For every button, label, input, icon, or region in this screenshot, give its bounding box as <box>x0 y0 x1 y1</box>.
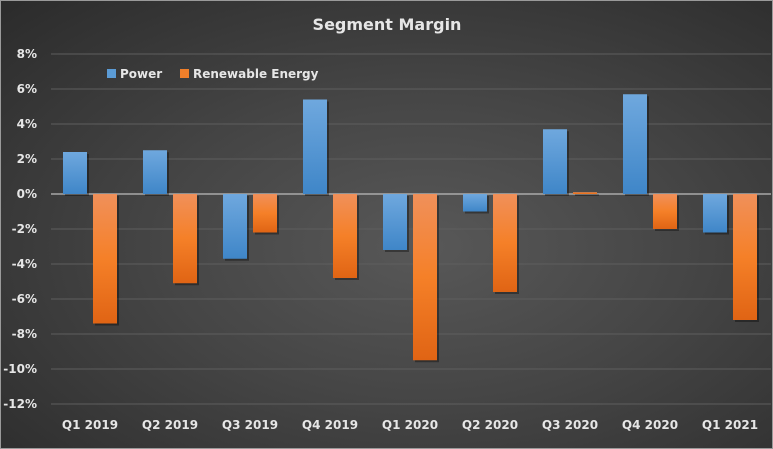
bar-power <box>703 194 727 233</box>
x-tick-label: Q1 2019 <box>62 418 118 432</box>
legend-swatch <box>180 69 189 78</box>
bar-power <box>63 152 87 194</box>
bar-power <box>463 194 487 212</box>
y-tick-label: -10% <box>3 362 37 376</box>
bar-renewable-energy <box>93 194 117 324</box>
legend-label: Power <box>120 67 162 81</box>
legend-swatch <box>107 69 116 78</box>
bar-renewable-energy <box>733 194 757 320</box>
y-tick-label: 0% <box>17 187 37 201</box>
bar-power <box>143 150 167 194</box>
bar-power <box>383 194 407 250</box>
y-tick-label: 8% <box>17 47 37 61</box>
bar-renewable-energy <box>413 194 437 361</box>
x-tick-label: Q3 2019 <box>222 418 278 432</box>
x-tick-label: Q4 2019 <box>302 418 358 432</box>
y-tick-label: -12% <box>3 397 37 411</box>
bar-power <box>223 194 247 259</box>
bar-shadow <box>575 194 599 196</box>
legend-label: Renewable Energy <box>193 67 319 81</box>
bar-renewable-energy <box>653 194 677 229</box>
bar-power <box>623 94 647 194</box>
y-tick-label: -4% <box>12 257 37 271</box>
y-tick-label: 2% <box>17 152 37 166</box>
y-tick-label: -6% <box>12 292 37 306</box>
y-tick-label: -2% <box>12 222 37 236</box>
x-tick-label: Q1 2020 <box>382 418 438 432</box>
x-tick-label: Q2 2020 <box>462 418 518 432</box>
bar-power <box>303 99 327 194</box>
y-tick-label: 4% <box>17 117 37 131</box>
bar-renewable-energy <box>253 194 277 233</box>
x-tick-label: Q1 2021 <box>702 418 758 432</box>
x-tick-label: Q4 2020 <box>622 418 678 432</box>
x-tick-label: Q3 2020 <box>542 418 598 432</box>
bar-power <box>543 129 567 194</box>
chart-title: Segment Margin <box>313 15 462 34</box>
y-tick-label: 6% <box>17 82 37 96</box>
y-tick-label: -8% <box>12 327 37 341</box>
bar-renewable-energy <box>333 194 357 278</box>
x-tick-label: Q2 2019 <box>142 418 198 432</box>
bar-renewable-energy <box>493 194 517 292</box>
bar-renewable-energy <box>573 192 597 194</box>
bar-renewable-energy <box>173 194 197 284</box>
